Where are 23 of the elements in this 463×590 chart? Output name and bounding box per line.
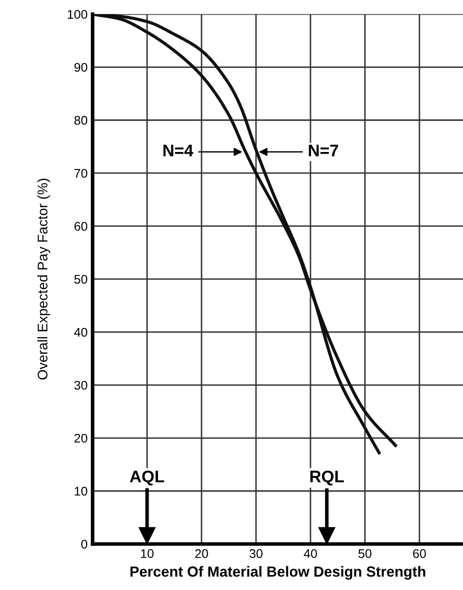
- x-tick-label: 50: [358, 549, 372, 558]
- y-tick-label: 30: [74, 380, 88, 390]
- y-tick-label: 90: [74, 62, 88, 72]
- x-tick-label: 30: [250, 549, 262, 558]
- x-tick-label: 20: [195, 549, 208, 558]
- x-tick-label: 40: [304, 549, 317, 558]
- x-axis-title: Percent Of Material Below Design Strength: [130, 566, 426, 580]
- y-tick-label: 40: [74, 328, 88, 337]
- y-tick-label: 10: [74, 486, 88, 496]
- y-tick-label: 100: [68, 10, 88, 19]
- y-axis-title: Overall Expected Pay Factor (%): [37, 178, 50, 380]
- y-tick-label: 20: [74, 434, 88, 443]
- x-tick-label: 10: [141, 549, 154, 558]
- y-tick-label: 60: [74, 222, 88, 231]
- y-tick-label: 50: [74, 274, 88, 284]
- y-tick-label: 0: [81, 540, 88, 549]
- ref-line-label: AQL: [130, 470, 164, 486]
- x-tick-label: 60: [413, 549, 426, 558]
- y-tick-label: 80: [74, 116, 88, 125]
- ref-line-label: RQL: [310, 470, 344, 486]
- annotation: N=7: [308, 144, 338, 156]
- y-tick-label: 70: [74, 168, 88, 178]
- annotation: N=4: [163, 144, 194, 156]
